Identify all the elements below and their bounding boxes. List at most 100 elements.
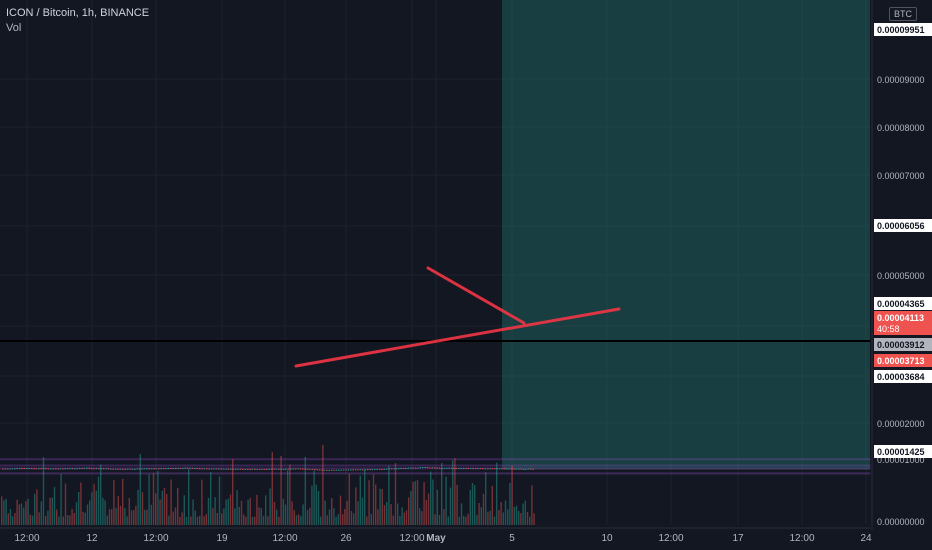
candle-body xyxy=(398,468,400,470)
price-label-box xyxy=(874,445,932,458)
volume-bar xyxy=(218,476,221,525)
candle-body xyxy=(189,467,191,469)
volume-bar xyxy=(170,479,172,525)
volume-bar xyxy=(115,507,117,525)
volume-bar xyxy=(328,509,331,525)
candle-body xyxy=(431,467,434,469)
candle-body xyxy=(119,468,122,470)
candle-body xyxy=(400,468,402,469)
volume-bar xyxy=(174,507,177,525)
volume-bar xyxy=(86,504,89,525)
candle-body xyxy=(270,468,273,470)
candle-body xyxy=(230,468,232,470)
candle-body xyxy=(33,468,35,470)
candle-body xyxy=(249,469,251,470)
volume-bar xyxy=(377,509,379,525)
candle-body xyxy=(366,469,369,471)
volume-bar xyxy=(60,473,62,525)
candle-body xyxy=(47,468,50,470)
x-tick-label: May xyxy=(426,533,446,544)
volume-bar xyxy=(64,483,67,525)
volume-bar xyxy=(139,453,141,525)
volume-bar xyxy=(276,509,278,525)
candle-body xyxy=(150,468,153,470)
candle-body xyxy=(424,467,426,468)
volume-bar xyxy=(196,516,199,525)
candle-body xyxy=(237,468,239,470)
symbol-title[interactable]: ICON / Bitcoin, 1h, BINANCE xyxy=(6,7,150,19)
volume-bar xyxy=(172,511,174,525)
volume-bar xyxy=(324,500,326,525)
volume-bar xyxy=(133,510,135,525)
candle-body xyxy=(482,468,484,470)
candle-body xyxy=(347,469,350,471)
candle-body xyxy=(503,468,506,470)
volume-bar xyxy=(471,483,474,525)
volume-bar xyxy=(104,500,106,525)
volume-bar xyxy=(141,492,144,525)
volume-bar xyxy=(207,497,210,525)
volume-bar xyxy=(258,507,260,525)
volume-bar xyxy=(78,491,80,525)
volume-bar xyxy=(447,516,449,525)
candle-body xyxy=(6,468,9,470)
candle-body xyxy=(258,469,261,470)
volume-bar xyxy=(75,502,78,525)
volume-bar xyxy=(12,516,14,525)
candle-body xyxy=(4,468,6,470)
volume-bar xyxy=(36,489,38,525)
candle-body xyxy=(38,468,40,470)
volume-bar xyxy=(498,510,500,525)
candle-body xyxy=(467,467,470,469)
volume-bar xyxy=(216,513,218,525)
candle-body xyxy=(210,468,213,470)
candle-body xyxy=(122,468,124,470)
candle-body xyxy=(383,468,386,470)
candle-body xyxy=(436,467,438,469)
candle-body xyxy=(162,468,165,470)
candle-body xyxy=(112,468,114,470)
candle-body xyxy=(369,469,371,471)
volume-bar xyxy=(507,509,509,525)
volume-bar xyxy=(480,507,482,525)
candle-body xyxy=(222,468,225,470)
candle-body xyxy=(414,467,417,469)
candle-body xyxy=(501,468,503,470)
candle-body xyxy=(462,467,465,469)
candle-body xyxy=(177,467,179,469)
candle-body xyxy=(412,467,414,469)
volume-bar xyxy=(256,494,258,525)
volume-bar xyxy=(280,455,282,525)
candle-body xyxy=(518,468,520,470)
volume-bar xyxy=(304,456,306,525)
candle-body xyxy=(179,467,182,469)
candle-body xyxy=(225,468,227,470)
volume-bar xyxy=(390,504,392,525)
candle-body xyxy=(374,469,376,470)
candle-body xyxy=(26,468,28,469)
candle-body xyxy=(246,469,249,470)
price-label: 0.00004113 xyxy=(877,313,924,323)
candle-body xyxy=(422,467,424,469)
volume-bar xyxy=(438,514,441,525)
candle-body xyxy=(182,468,184,469)
volume-bar xyxy=(203,516,205,525)
candle-body xyxy=(306,468,309,470)
x-tick-label: 12:00 xyxy=(789,533,814,544)
volume-bar xyxy=(282,498,284,525)
volume-bar xyxy=(221,513,223,525)
volume-bar xyxy=(229,494,232,525)
volume-bar xyxy=(42,457,45,525)
volume-bar xyxy=(311,485,313,525)
volume-bar xyxy=(300,516,302,525)
volume-bar xyxy=(51,497,53,525)
candle-body xyxy=(333,469,335,471)
candle-body xyxy=(256,469,258,470)
price-axis xyxy=(872,0,932,550)
candle-body xyxy=(470,468,472,469)
currency-badge[interactable]: BTC xyxy=(889,7,917,21)
volume-bar xyxy=(34,493,36,525)
candle-body xyxy=(66,468,69,470)
volume-bar xyxy=(531,485,533,525)
